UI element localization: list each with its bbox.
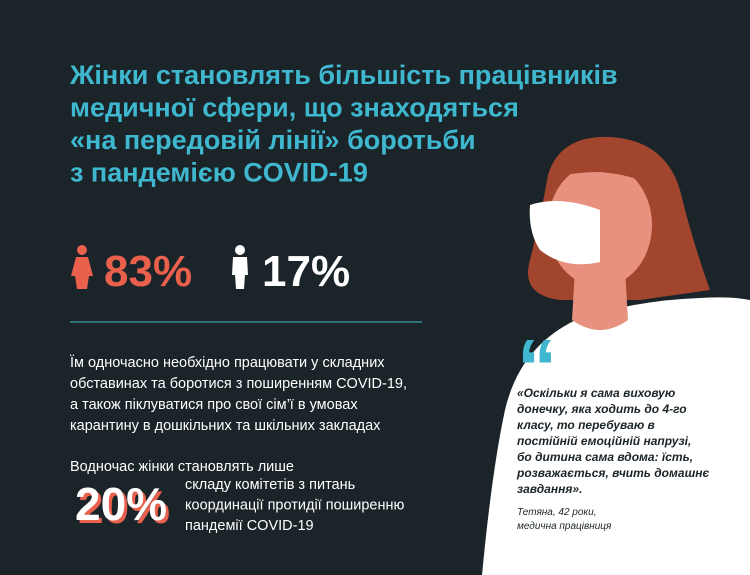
title-line: «на передовій лінії» боротьби [70, 125, 476, 155]
female-icon [71, 245, 93, 289]
quote-line: розважається, вчить домашнє [516, 466, 709, 480]
women-share: 83% [104, 247, 192, 296]
paragraph-line: Їм одночасно необхідно працювати у склад… [70, 354, 385, 371]
title-line: з пандемією COVID-19 [70, 158, 368, 188]
committee-value: 20% [75, 478, 167, 530]
quote-line: «Оскільки я сама виховую [517, 386, 675, 400]
illustration [482, 136, 750, 575]
quote-mark: “ [517, 323, 557, 412]
male-icon [232, 245, 248, 289]
paragraph-line: а також піклуватися про свої сім’ї в умо… [70, 397, 358, 413]
quote-line: донечку, яка ходить до 4-го [517, 402, 687, 416]
men-share: 17% [262, 247, 350, 296]
title-line: Жінки становлять більшість працівників [69, 60, 618, 90]
quote-author: Тетяна, 42 роки, [517, 507, 597, 518]
quote-line: завдання». [517, 482, 582, 496]
committee-line: пандемії COVID-19 [185, 518, 314, 534]
committee-intro: Водночас жінки становлять лише [70, 459, 294, 475]
committee-line: координації протидії поширенню [185, 498, 405, 514]
quote-author: медична працівниця [517, 521, 612, 532]
quote-line: постійній емоційній напрузі, [517, 434, 691, 448]
title-line: медичної сфери, що знаходяться [70, 93, 519, 123]
paragraph-line: карантину в дошкільних та шкільних закла… [70, 418, 381, 434]
paragraph-line: обставинах та боротися з поширенням COVI… [70, 376, 407, 392]
quote-line: класу, то перебуваю в [517, 418, 655, 432]
quote-line: бо дитина сама вдома: їсть, [517, 450, 693, 464]
committee-line: складу комітетів з питань [185, 477, 355, 493]
committee-value-shadow: 20% [78, 481, 170, 533]
